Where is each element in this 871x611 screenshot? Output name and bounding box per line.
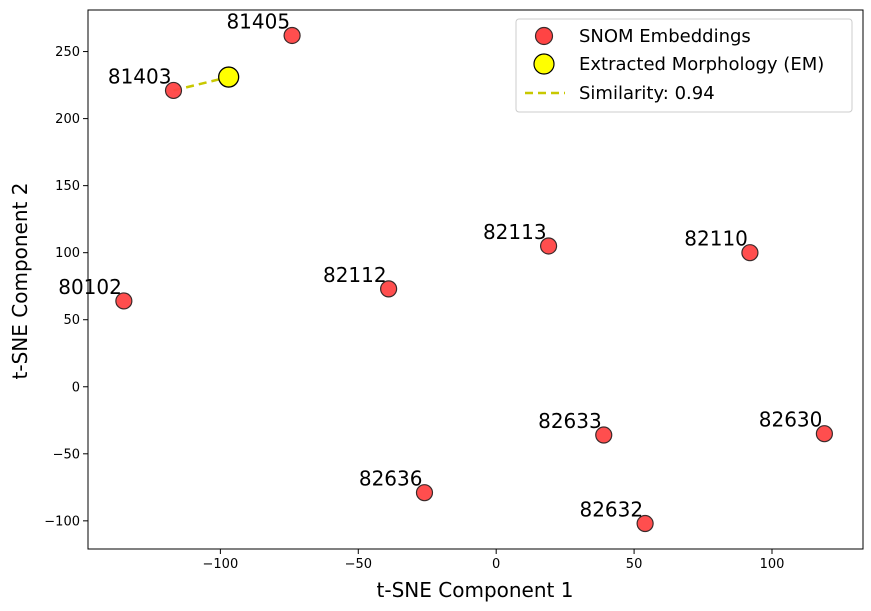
- point-label: 82636: [359, 467, 423, 491]
- x-tick-label: 100: [760, 557, 785, 572]
- y-tick-label: 100: [55, 246, 80, 261]
- snom-point: [283, 26, 301, 45]
- em-point: [218, 66, 240, 88]
- y-tick-label: 250: [55, 45, 80, 60]
- legend-label: Extracted Morphology (EM): [579, 54, 824, 75]
- plot-layer: 81405 81403 82113 82110 82112 80102 82633 82630…: [58, 9, 833, 533]
- plot-frame: [87, 9, 864, 550]
- legend-marker: [533, 53, 555, 75]
- snom-point: [741, 244, 759, 262]
- x-tick-label: 50: [626, 557, 643, 572]
- y-tick-label: −100: [44, 514, 80, 529]
- point-label: 82633: [538, 409, 602, 433]
- snom-point: [415, 484, 434, 502]
- snom-point: [815, 425, 833, 443]
- point-label: 80102: [58, 275, 122, 299]
- x-axis-label: t-SNE Component 1: [377, 578, 574, 602]
- y-tick-label: −50: [53, 447, 80, 462]
- y-tick-label: 0: [72, 380, 80, 395]
- snom-point: [595, 426, 613, 444]
- point-label: 82110: [684, 227, 748, 251]
- snom-point: [636, 514, 654, 533]
- snom-point: [380, 280, 398, 298]
- point-label: 82630: [759, 408, 823, 432]
- x-tick-label: −100: [203, 557, 239, 572]
- y-tick-label: 150: [55, 179, 80, 194]
- y-tick-label: 200: [55, 112, 80, 127]
- legend-label: Similarity: 0.94: [579, 83, 715, 104]
- point-label: 81403: [108, 64, 172, 88]
- y-axis-label: t-SNE Component 2: [8, 183, 32, 380]
- axes-layer: −100 −50 0 50 100 −100 −50 0 50 100 150 200 250: [44, 9, 864, 572]
- y-tick-label: 50: [63, 313, 80, 328]
- x-tick-label: 0: [492, 557, 500, 572]
- x-tick-label: −50: [345, 557, 372, 572]
- snom-point: [164, 81, 183, 100]
- point-label: 81405: [226, 9, 290, 33]
- similarity-line: [173, 75, 229, 92]
- legend: SNOM Embeddings Extracted Morphology (EM)…: [515, 18, 853, 113]
- point-label: 82112: [323, 263, 387, 287]
- point-label: 82113: [483, 220, 547, 244]
- snom-point: [115, 292, 133, 310]
- legend-box: [515, 18, 853, 113]
- legend-marker: [534, 26, 554, 46]
- point-label: 82632: [579, 498, 643, 522]
- snom-point: [539, 237, 558, 255]
- legend-label: SNOM Embeddings: [579, 26, 751, 47]
